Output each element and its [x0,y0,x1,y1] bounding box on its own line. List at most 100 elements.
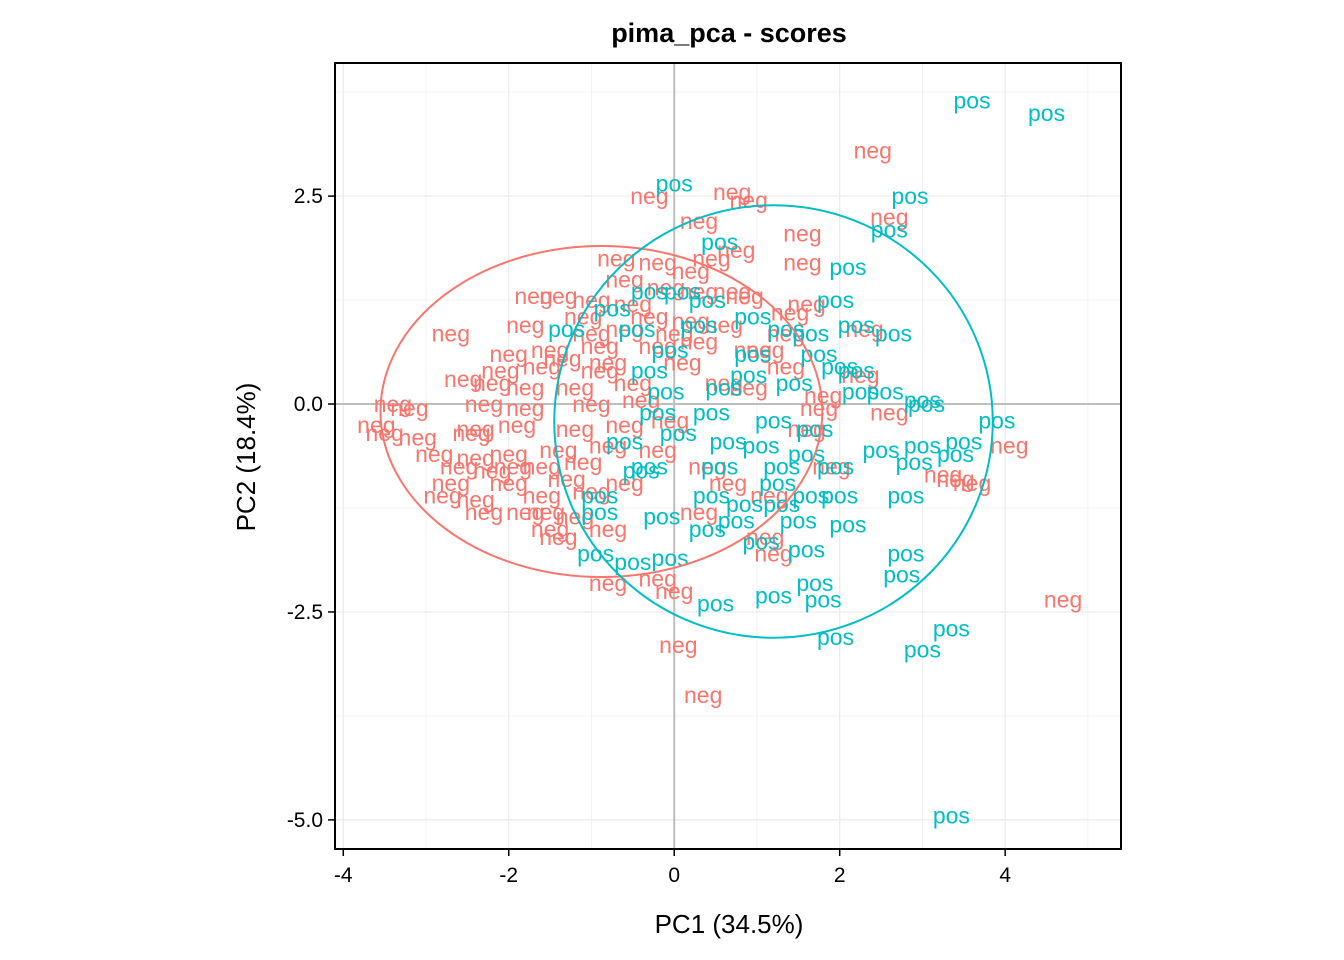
score-point-pos: pos [863,437,900,463]
y-axis-ticks: -5.0 -2.5 0.0 2.5 [287,185,335,832]
score-point-pos: pos [978,408,1015,434]
chart-title: pima_pca - scores [611,18,847,48]
score-point-neg: neg [804,383,842,409]
score-point-pos: pos [792,320,829,346]
score-point-pos: pos [652,337,689,363]
score-point-neg: neg [717,237,755,263]
score-point-pos: pos [867,379,904,405]
score-point-neg: neg [523,354,561,380]
x-tick-label: -2 [499,864,518,887]
score-point-neg: neg [465,499,503,525]
score-point-neg: neg [638,333,676,359]
score-point-neg: neg [506,499,544,525]
score-point-neg: neg [651,408,689,434]
score-point-neg: neg [523,453,561,479]
score-point-neg: neg [870,399,908,425]
score-point-pos: pos [743,528,780,554]
score-point-pos: pos [656,171,693,197]
score-point-neg: neg [556,503,594,529]
score-point-pos: pos [887,541,924,567]
score-point-neg: neg [680,499,718,525]
score-point-neg: neg [638,437,676,463]
score-point-neg: neg [1044,586,1082,612]
score-point-pos: pos [594,295,631,321]
score-point-neg: neg [605,470,643,496]
score-point-neg: neg [456,445,494,471]
score-point-neg: neg [572,391,610,417]
score-point-pos: pos [581,483,618,509]
score-point-neg: neg [705,370,743,396]
score-point-pos: pos [788,537,825,563]
score-point-pos: pos [821,354,858,380]
score-point-neg: neg [663,349,701,375]
score-point-neg: neg [746,524,784,550]
score-point-pos: pos [805,586,842,612]
score-point-neg: neg [589,516,627,542]
score-point-neg: neg [581,333,619,359]
plot-panel-border [334,62,1122,850]
score-point-neg: neg [506,312,544,338]
ellipse-neg [379,244,824,579]
score-point-neg: neg [572,320,610,346]
ellipse-pos [553,204,994,639]
score-point-neg: neg [680,329,718,355]
score-point-neg: neg [506,395,544,421]
score-point-neg: neg [672,258,710,284]
score-point-pos: pos [891,183,928,209]
score-point-pos: pos [652,545,689,571]
y-tick-label: 0.0 [294,393,323,416]
score-point-neg: neg [630,183,668,209]
score-point-neg: neg [399,424,437,450]
score-point-neg: neg [572,478,610,504]
score-point-neg: neg [953,470,991,496]
score-point-pos: pos [581,499,618,525]
confidence-ellipses [379,204,994,639]
score-point-neg: neg [490,441,528,467]
score-point-pos: pos [631,279,668,305]
score-point-neg: neg [444,366,482,392]
score-point-pos: pos [817,453,854,479]
score-point-pos: pos [618,316,655,342]
score-point-neg: neg [812,453,850,479]
score-point-pos: pos [776,370,813,396]
score-point-pos: pos [763,491,800,517]
score-point-pos: pos [743,433,780,459]
score-point-neg: neg [498,412,536,438]
score-point-pos: pos [709,428,746,454]
score-point-neg: neg [456,416,494,442]
score-point-pos: pos [614,549,651,575]
score-point-neg: neg [473,370,511,396]
score-point-neg: neg [490,470,528,496]
score-point-neg: neg [547,466,585,492]
score-point-neg: neg [494,453,532,479]
score-point-neg: neg [539,283,577,309]
score-point-neg: neg [589,433,627,459]
score-point-neg: neg [854,137,892,163]
score-point-neg: neg [473,458,511,484]
score-point-neg: neg [415,441,453,467]
score-point-neg: neg [605,316,643,342]
score-point-pos: pos [697,591,734,617]
score-point-pos: pos [660,420,697,446]
score-point-neg: neg [564,449,602,475]
score-point-neg: neg [783,221,821,247]
score-point-neg: neg [531,516,569,542]
score-point-neg: neg [514,283,552,309]
x-tick-label: 2 [834,864,846,887]
score-point-pos: pos [647,379,684,405]
score-point-pos: pos [933,803,970,829]
score-point-pos: pos [780,507,817,533]
score-point-pos: pos [937,441,974,467]
score-point-neg: neg [564,304,602,330]
score-point-neg: neg [490,341,528,367]
score-point-neg: neg [440,453,478,479]
score-point-pos: pos [821,483,858,509]
score-point-pos: pos [838,312,875,338]
score-point-neg: neg [725,283,763,309]
score-point-pos: pos [701,229,738,255]
score-point-pos: pos [904,636,941,662]
score-point-pos: pos [734,304,771,330]
score-point-pos: pos [796,570,833,596]
score-point-pos: pos [664,279,701,305]
